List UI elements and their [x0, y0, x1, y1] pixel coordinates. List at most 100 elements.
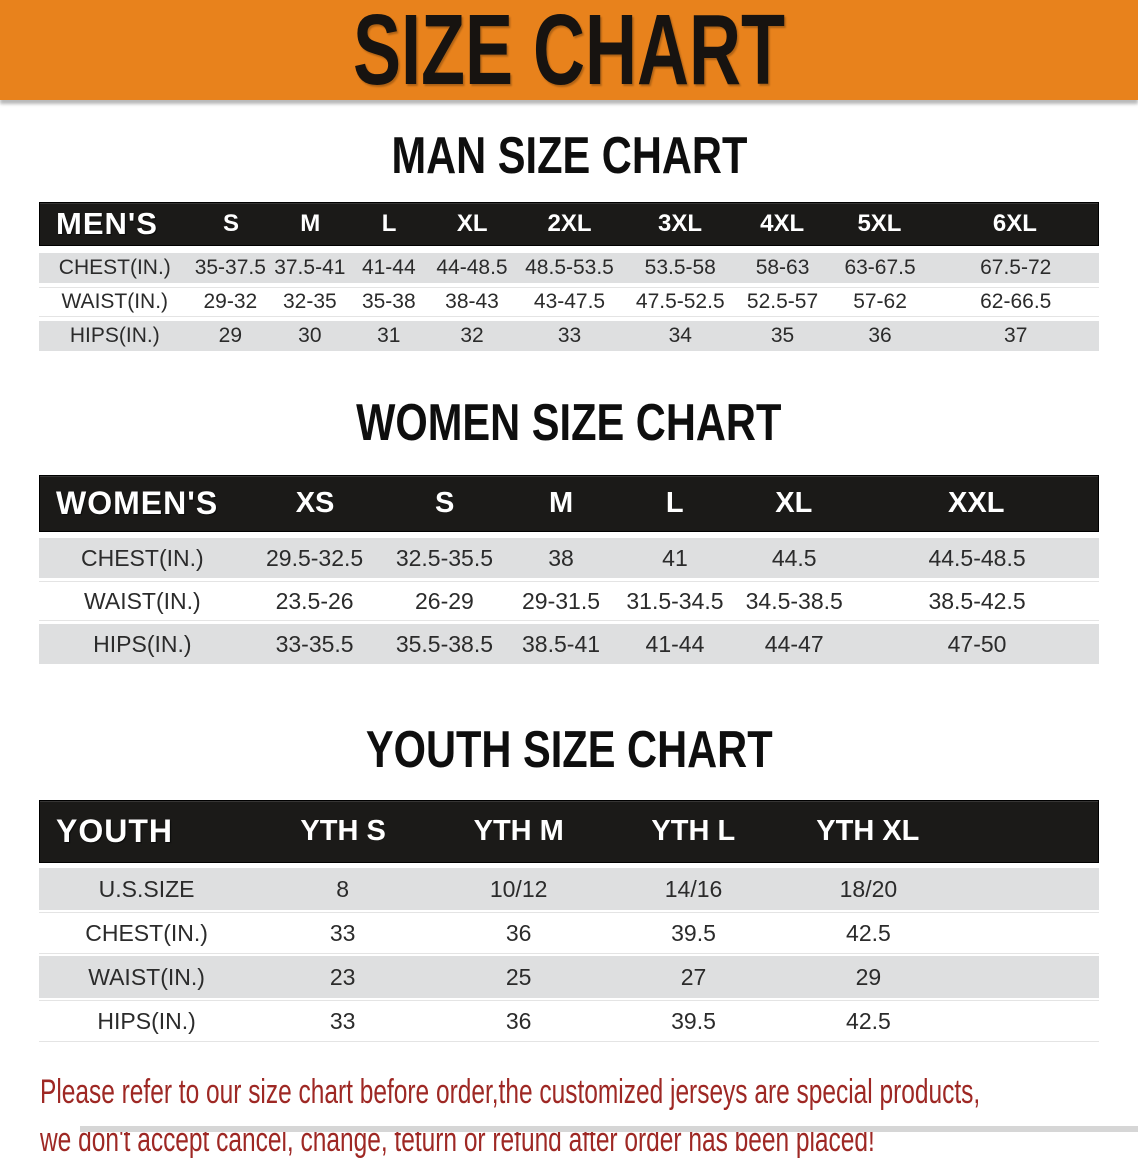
- size-value: 44-48.5: [436, 256, 508, 279]
- size-value: 38.5-41: [522, 630, 601, 657]
- size-value: 35-37.5: [194, 256, 266, 279]
- size-value: 34: [668, 324, 692, 347]
- table-header-row: WOMEN'S XS S M L XL XXL: [39, 475, 1099, 532]
- youth-size-chart-heading: YOUTH SIZE CHART: [0, 724, 1138, 776]
- size-value: 43-47.5: [533, 290, 606, 313]
- banner-title: SIZE CHART: [353, 0, 785, 106]
- size-value: 29-31.5: [522, 587, 601, 614]
- row-label: HIPS(IN.): [97, 1007, 196, 1034]
- size-column-header: YTH L: [651, 815, 736, 847]
- youth-size-chart-heading-text: YOUTH SIZE CHART: [365, 721, 773, 779]
- size-value: 35: [770, 324, 795, 347]
- size-value: 39.5: [671, 919, 716, 946]
- size-value: 67.5-72: [980, 256, 1052, 279]
- man-size-chart-heading: MAN SIZE CHART: [0, 130, 1138, 182]
- size-value: 38-43: [445, 290, 499, 313]
- table-title: WOMEN'S: [56, 485, 219, 521]
- size-value: 41-44: [645, 630, 705, 657]
- size-value: 44.5: [771, 544, 817, 571]
- size-value: 47-50: [947, 630, 1007, 657]
- disclaimer-line-2: we don't accept cancel, change, teturn o…: [40, 1121, 875, 1159]
- size-value: 62-66.5: [980, 290, 1052, 313]
- row-label: CHEST(IN.): [58, 256, 171, 279]
- size-column-header: XS: [295, 487, 335, 519]
- row-label: HIPS(IN.): [93, 630, 192, 657]
- size-value: 18/20: [839, 875, 898, 902]
- size-value: 27: [680, 963, 707, 990]
- size-value: 10/12: [489, 875, 548, 902]
- size-value: 8: [336, 875, 350, 902]
- youth-size-table: YOUTH YTH S YTH M YTH L YTH XL U.S.SIZE 8 10/12…: [39, 800, 1099, 1042]
- size-column-header: M: [548, 487, 574, 519]
- table-row: U.S.SIZE 8 10/12 14/16 18/20: [39, 868, 1099, 910]
- size-value: 14/16: [664, 875, 723, 902]
- size-value: 33: [557, 324, 582, 347]
- size-value: 35.5-38.5: [395, 630, 494, 657]
- size-value: 44-47: [764, 630, 824, 657]
- table-title: MEN'S: [56, 206, 158, 241]
- disclaimer: Please refer to our size chart before or…: [40, 1068, 1138, 1164]
- table-title: YOUTH: [56, 813, 173, 849]
- size-value: 23.5-26: [275, 587, 354, 614]
- row-label: WAIST(IN.): [88, 963, 205, 990]
- table-row: HIPS(IN.) 29 30 31 32 33 34 35 36 37: [39, 321, 1099, 351]
- table-row: WAIST(IN.) 23 25 27 29: [39, 956, 1099, 998]
- man-size-chart-heading-text: MAN SIZE CHART: [391, 127, 747, 185]
- size-column-header: XL: [456, 210, 488, 237]
- size-column-header: 5XL: [857, 210, 902, 237]
- size-value: 53.5-58: [644, 256, 716, 279]
- size-value: 63-67.5: [844, 256, 916, 279]
- women-size-chart-heading-text: WOMEN SIZE CHART: [356, 394, 782, 452]
- women-size-chart-section: WOMEN SIZE CHART WOMEN'S XS S M L XL XXL CHEST(…: [0, 397, 1138, 664]
- size-value: 32.5-35.5: [395, 544, 494, 571]
- size-value: 23: [329, 963, 356, 990]
- size-value: 37: [1004, 324, 1028, 347]
- row-label: CHEST(IN.): [85, 919, 208, 946]
- size-value: 35-38: [361, 290, 416, 313]
- size-column-header: 6XL: [992, 210, 1037, 237]
- bottom-edge-strip: [80, 1126, 1138, 1132]
- table-header-row: YOUTH YTH S YTH M YTH L YTH XL: [39, 800, 1099, 863]
- size-value: 48.5-53.5: [525, 256, 614, 279]
- size-value: 37.5-41: [274, 256, 346, 279]
- table-row: HIPS(IN.) 33-35.5 35.5-38.5 38.5-41 41-44 44-…: [39, 624, 1099, 664]
- table-row: HIPS(IN.) 33 36 39.5 42.5: [39, 1000, 1099, 1042]
- mens-size-table: MEN'S S M L XL 2XL 3XL 4XL 5XL 6XL CHEST(IN.) 35-37…: [39, 202, 1099, 351]
- row-label: WAIST(IN.): [61, 290, 169, 313]
- table-row: CHEST(IN.) 33 36 39.5 42.5: [39, 912, 1099, 954]
- size-column-header: YTH XL: [816, 815, 920, 847]
- size-chart-banner: SIZE CHART: [0, 0, 1138, 100]
- size-value: 36: [868, 324, 892, 347]
- size-value: 29.5-32.5: [265, 544, 364, 571]
- youth-size-chart-section: YOUTH SIZE CHART YOUTH YTH S YTH M YTH L YTH…: [0, 724, 1138, 1042]
- size-value: 52.5-57: [746, 290, 819, 313]
- size-value: 31.5-34.5: [626, 587, 724, 614]
- size-column-header: L: [665, 487, 684, 519]
- size-value: 41: [662, 544, 688, 571]
- size-value: 29-32: [203, 290, 258, 313]
- size-value: 58-63: [755, 256, 810, 279]
- size-value: 47.5-52.5: [635, 290, 725, 313]
- size-value: 32: [460, 324, 484, 347]
- disclaimer-line-1: Please refer to our size chart before or…: [40, 1073, 981, 1111]
- table-row: CHEST(IN.) 35-37.5 37.5-41 41-44 44-48.5 48.5…: [39, 253, 1099, 283]
- size-value: 30: [298, 324, 322, 347]
- size-value: 29: [855, 963, 882, 990]
- size-value: 38: [548, 544, 574, 571]
- size-value: 34.5-38.5: [745, 587, 843, 614]
- size-value: 25: [505, 963, 532, 990]
- size-value: 42.5: [846, 919, 891, 946]
- size-value: 57-62: [853, 290, 907, 313]
- size-column-header: S: [434, 487, 455, 519]
- table-row: CHEST(IN.) 29.5-32.5 32.5-35.5 38 41 44.5 44.5…: [39, 538, 1099, 578]
- size-column-header: YTH M: [473, 815, 564, 847]
- man-size-chart-section: MAN SIZE CHART MEN'S S M L XL 2XL 3XL 4XL 5XL 6XL…: [0, 130, 1138, 351]
- size-value: 38.5-42.5: [928, 587, 1026, 614]
- women-size-chart-heading: WOMEN SIZE CHART: [0, 397, 1138, 449]
- size-column-header: S: [222, 210, 239, 237]
- row-label: CHEST(IN.): [81, 544, 204, 571]
- row-label: U.S.SIZE: [98, 875, 195, 902]
- size-value: 36: [505, 1007, 532, 1034]
- size-value: 36: [505, 919, 532, 946]
- size-charts: MAN SIZE CHART MEN'S S M L XL 2XL 3XL 4XL 5XL 6XL…: [0, 130, 1138, 1042]
